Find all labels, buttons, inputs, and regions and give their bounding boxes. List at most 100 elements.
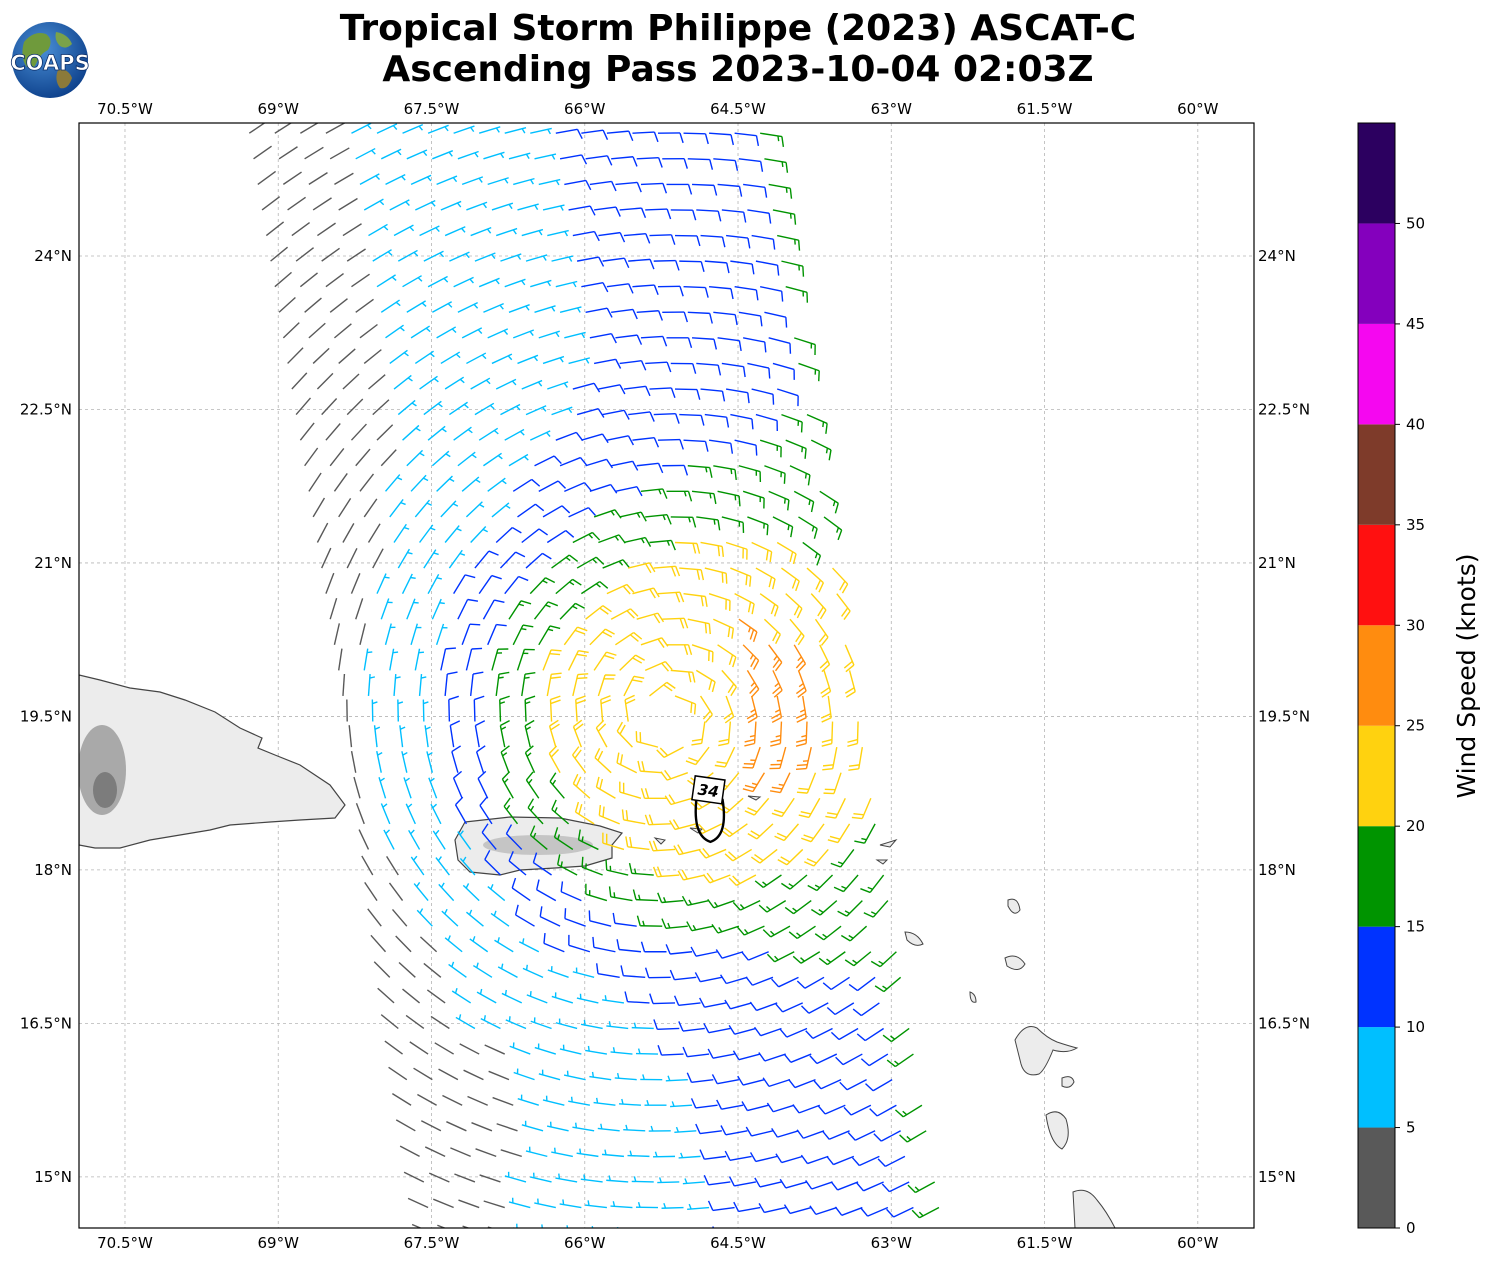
wind-barb [483,151,505,160]
lat-tick-label-right: 18°N [1258,861,1296,879]
wind-barb [653,259,680,271]
wind-barb [287,196,306,211]
wind-barb [673,844,701,856]
wind-barb [567,650,589,671]
wind-barb [837,900,863,917]
wind-barb [529,1172,552,1183]
lon-tick-label-top: 67.5°W [404,100,460,118]
wind-barb [346,548,358,569]
wind-barb [728,874,757,886]
wind-barb [395,935,412,953]
wind-barb [675,234,701,247]
wind-barb [444,525,462,543]
wind-barb [576,407,605,418]
wind-barb [911,1206,940,1219]
wind-barb [677,869,705,881]
wind-barb [869,1104,897,1117]
wind-barb [261,196,281,211]
wind-barb [704,413,730,428]
wind-barb [691,337,718,350]
wind-barb [564,482,592,492]
wind-barb [372,249,393,262]
wind-barb [683,132,709,145]
wind-barb [725,388,750,404]
wind-barb [480,1015,501,1030]
wind-barb [547,381,569,390]
wind-barb [595,776,616,799]
lon-tick-label-bottom: 69°W [258,1234,300,1252]
wind-barb [560,881,582,902]
wind-barb [455,1014,476,1030]
lat-tick-label-right: 15°N [1258,1168,1296,1186]
wind-barb [644,1100,667,1106]
wind-barb [414,499,432,518]
wind-barb [640,182,668,194]
wind-barb [436,475,455,492]
wind-barb [308,172,328,185]
wind-barb [367,908,382,927]
wind-barb [527,798,544,825]
wind-barb [363,648,373,671]
wind-barb [687,465,713,478]
wind-barb [785,439,807,459]
wind-barb [448,695,459,722]
wind-barb [839,1079,867,1091]
wind-barb [699,695,713,723]
wind-barb [282,322,300,339]
wind-barb [645,361,672,373]
wind-barb [453,426,473,441]
wind-barb [559,602,585,620]
wind-barb [521,1120,544,1132]
wind-barb [665,944,693,955]
wind-barb [840,1232,867,1240]
wind-barb [436,326,457,339]
wind-barb [442,1094,463,1106]
wind-barb [410,174,432,186]
wind-barb [751,388,775,405]
wind-barb [628,862,654,876]
wind-barb [291,372,308,390]
wind-barb [566,1225,569,1228]
wind-barb [465,647,483,671]
wind-barb [389,499,406,518]
wind-barb [413,1067,433,1081]
wind-barb [745,1126,774,1137]
wind-barb [644,814,671,826]
wind-barb [894,1104,923,1118]
wind-barb [788,1078,816,1089]
wind-barb [737,1075,765,1086]
wind-barb [420,1120,442,1132]
wind-barb [574,801,595,825]
wind-barb [399,725,406,748]
wind-barb [616,752,638,774]
wind-barb [718,721,732,747]
wind-barb [751,234,776,250]
wind-barb [453,574,476,595]
wind-barb [789,1230,816,1239]
wind-barb [636,310,663,321]
wind-barb [389,199,410,211]
wind-barb [628,411,655,422]
wind-barb [666,490,693,502]
wind-barb [576,556,605,569]
wind-barb [616,721,633,748]
wind-barb [487,477,507,492]
wind-barb [715,949,744,959]
wind-barb [424,1146,446,1158]
wind-barb [598,231,626,243]
wind-barb [492,1096,514,1106]
wind-barb [640,335,668,347]
wind-barb [512,329,535,339]
wind-barb [707,1048,735,1059]
wind-barb [358,829,370,850]
wind-barb [789,618,805,646]
wind-barb [704,260,730,274]
wind-barb [572,1122,595,1132]
wind-barb [371,699,378,722]
wind-barb [397,399,417,416]
wind-barb [652,866,680,878]
wind-barb [551,406,573,416]
wind-barb [462,1225,471,1228]
wind-barb [496,1123,518,1132]
